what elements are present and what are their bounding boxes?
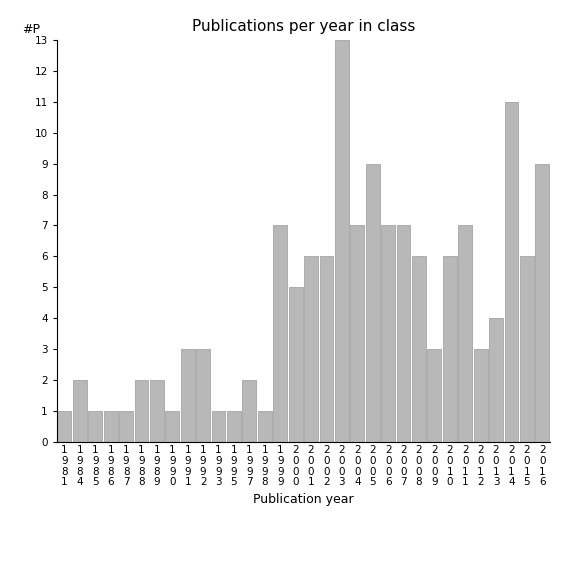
Bar [489, 319, 503, 442]
Bar [350, 226, 364, 442]
Bar [273, 226, 287, 442]
Bar [443, 256, 457, 442]
Bar [428, 349, 441, 442]
Bar [505, 101, 518, 442]
Bar [119, 411, 133, 442]
Bar [88, 411, 102, 442]
Bar [381, 226, 395, 442]
Bar [335, 40, 349, 442]
Bar [104, 411, 117, 442]
Bar [258, 411, 272, 442]
Bar [243, 380, 256, 442]
Bar [73, 380, 87, 442]
Bar [458, 226, 472, 442]
X-axis label: Publication year: Publication year [253, 493, 354, 506]
Bar [211, 411, 226, 442]
Bar [320, 256, 333, 442]
Title: Publications per year in class: Publications per year in class [192, 19, 415, 35]
Bar [473, 349, 488, 442]
Bar [396, 226, 411, 442]
Bar [134, 380, 149, 442]
Text: #P: #P [22, 23, 40, 36]
Bar [166, 411, 179, 442]
Bar [196, 349, 210, 442]
Bar [304, 256, 318, 442]
Bar [289, 287, 303, 442]
Bar [366, 163, 380, 442]
Bar [520, 256, 534, 442]
Bar [535, 163, 549, 442]
Bar [57, 411, 71, 442]
Bar [227, 411, 241, 442]
Bar [181, 349, 194, 442]
Bar [150, 380, 164, 442]
Bar [412, 256, 426, 442]
